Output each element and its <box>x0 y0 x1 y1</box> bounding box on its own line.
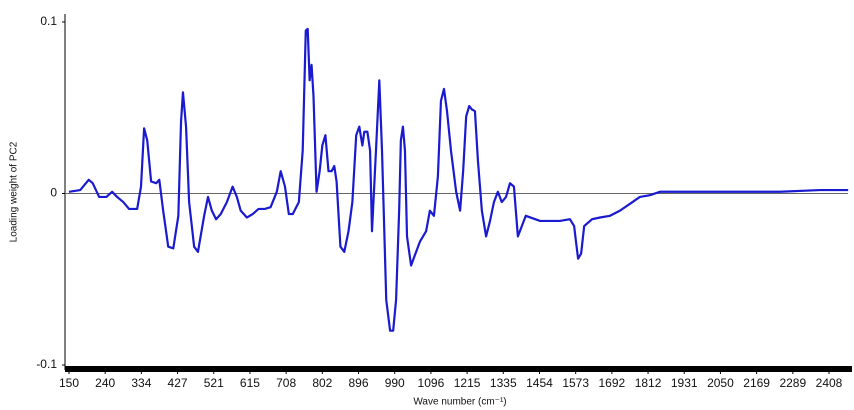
x-axis-title: Wave number (cm⁻¹) <box>413 397 506 408</box>
x-tick-label: 1096 <box>418 376 445 390</box>
y-tick-label: 0.1 <box>40 14 57 28</box>
y-tick-label: -0.1 <box>36 357 57 371</box>
x-tick-label: 1335 <box>490 376 517 390</box>
y-tick-label: 0 <box>50 186 57 200</box>
x-tick-label: 896 <box>349 376 369 390</box>
x-tick-label: 1692 <box>599 376 626 390</box>
x-tick-label: 521 <box>204 376 224 390</box>
x-tick-label: 1454 <box>526 376 553 390</box>
x-tick-label: 427 <box>168 376 188 390</box>
x-tick-label: 1573 <box>562 376 589 390</box>
x-tick-label: 2289 <box>779 376 806 390</box>
x-tick-label: 150 <box>59 376 79 390</box>
x-tick-label: 240 <box>95 376 115 390</box>
x-tick-label: 990 <box>385 376 405 390</box>
x-tick-label: 1215 <box>454 376 481 390</box>
x-tick-label: 802 <box>312 376 332 390</box>
x-tick-label: 2408 <box>816 376 843 390</box>
x-tick-label: 334 <box>131 376 151 390</box>
y-axis-title: Loading weight of PC2 <box>9 141 20 242</box>
x-tick-label: 2050 <box>707 376 734 390</box>
x-tick-label: 1812 <box>635 376 662 390</box>
x-axis <box>65 366 852 372</box>
x-tick-label: 615 <box>240 376 260 390</box>
x-tick-label: 2169 <box>743 376 770 390</box>
data-line <box>68 27 849 332</box>
x-tick-label: 708 <box>276 376 296 390</box>
x-tick-label: 1931 <box>671 376 698 390</box>
